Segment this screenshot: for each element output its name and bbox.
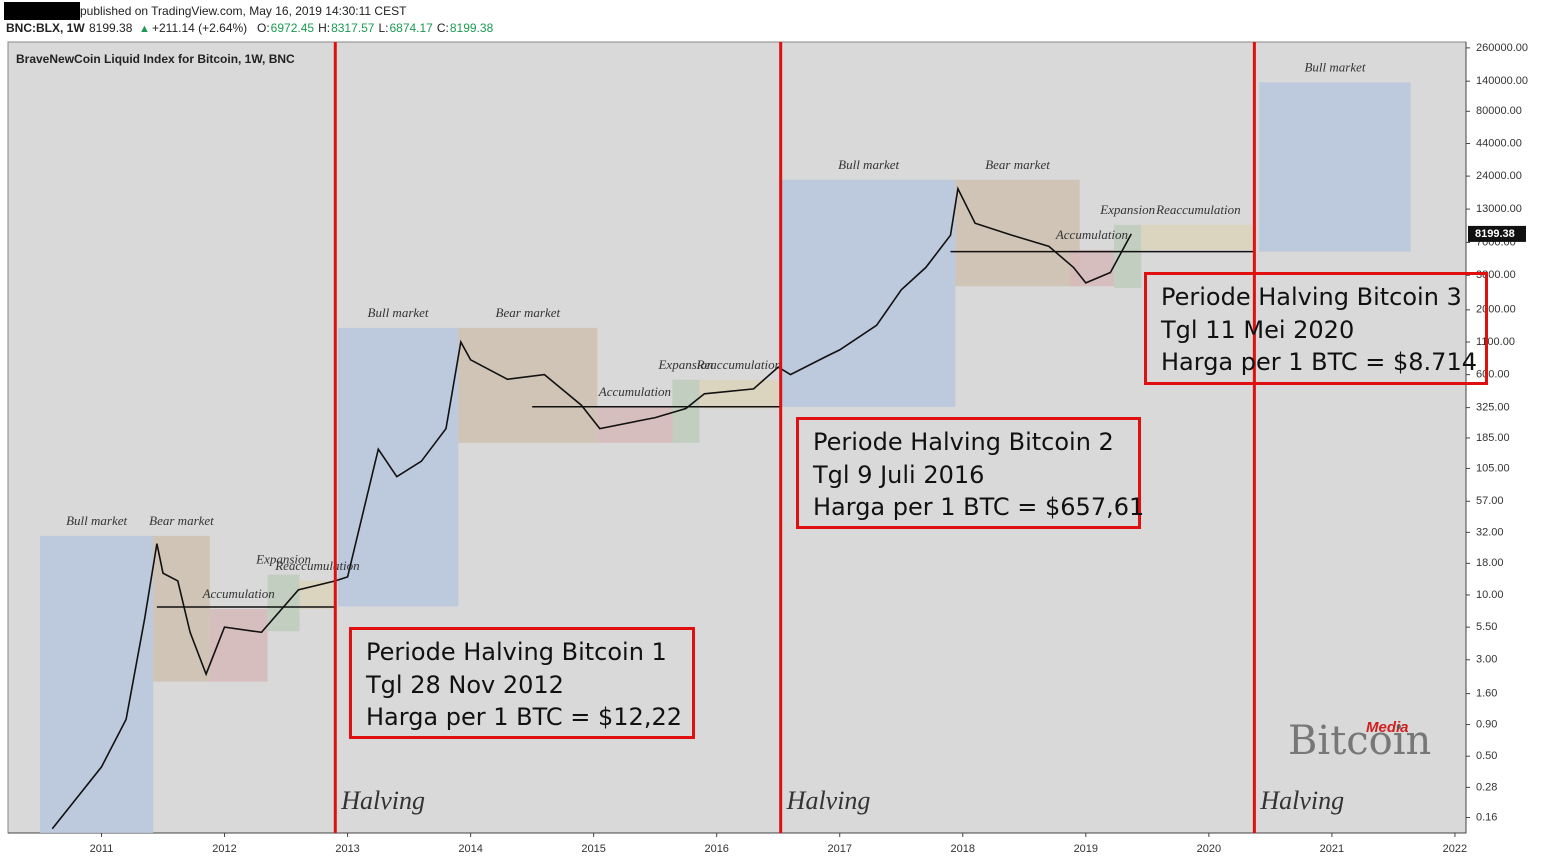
phase-zone bbox=[955, 179, 1080, 287]
phase-label: Accumulation bbox=[202, 586, 275, 601]
y-tick-label: 80000.00 bbox=[1476, 105, 1522, 117]
watermark-main: Bitcoin bbox=[1288, 718, 1431, 764]
y-tick-label: 0.90 bbox=[1476, 718, 1497, 730]
y-tick-label: 0.50 bbox=[1476, 750, 1497, 762]
y-tick-label: 260000.00 bbox=[1476, 42, 1528, 54]
y-tick-label: 18.00 bbox=[1476, 557, 1504, 569]
x-tick-label: 2018 bbox=[951, 843, 975, 855]
x-tick-label: 2011 bbox=[90, 843, 114, 855]
y-tick-label: 1.60 bbox=[1476, 688, 1497, 700]
x-tick-label: 2014 bbox=[458, 843, 482, 855]
y-tick-label: 5.50 bbox=[1476, 621, 1497, 633]
callout-price: Harga per 1 BTC = $657,61 bbox=[813, 493, 1145, 521]
callout-title: Periode Halving Bitcoin 2 bbox=[813, 428, 1114, 456]
callout-price: Harga per 1 BTC = $8.714 bbox=[1161, 348, 1477, 376]
x-tick-label: 2022 bbox=[1443, 843, 1467, 855]
y-tick-label: 3.00 bbox=[1476, 654, 1497, 666]
phase-label: Bull market bbox=[368, 305, 429, 320]
redaction bbox=[4, 2, 80, 20]
phase-zone bbox=[597, 406, 673, 443]
ohlc-label: L: bbox=[378, 21, 388, 35]
phase-zone bbox=[458, 327, 598, 443]
x-tick-label: 2017 bbox=[827, 843, 851, 855]
symbol: BNC:BLX, 1W bbox=[6, 21, 85, 35]
published-note: published on TradingView.com, May 16, 20… bbox=[80, 4, 407, 18]
phase-label: Accumulation bbox=[598, 384, 671, 399]
y-tick-label: 140000.00 bbox=[1476, 75, 1528, 87]
plot-layer bbox=[39, 82, 1411, 833]
callout: Periode Halving Bitcoin 1 Tgl 28 Nov 201… bbox=[349, 627, 695, 739]
phase-label: Accumulation bbox=[1055, 227, 1128, 242]
ohlc-value: 8199.38 bbox=[450, 21, 494, 35]
halving-label: Halving bbox=[340, 786, 425, 815]
ohlc-label: O: bbox=[257, 21, 270, 35]
x-tick-label: 2013 bbox=[335, 843, 359, 855]
phase-label: Bull market bbox=[66, 513, 127, 528]
phase-zone bbox=[781, 179, 956, 407]
phase-zone bbox=[1259, 82, 1411, 252]
phase-zone bbox=[209, 609, 268, 682]
callout-price: Harga per 1 BTC = $12,22 bbox=[366, 703, 682, 731]
price-line bbox=[51, 186, 1133, 830]
y-tick-label: 0.28 bbox=[1476, 781, 1497, 793]
phase-label: Bull market bbox=[838, 157, 899, 172]
phase-label: Bear market bbox=[496, 305, 561, 320]
phase-label: Bear market bbox=[985, 157, 1050, 172]
x-tick-label: 2019 bbox=[1074, 843, 1098, 855]
chart-title: BraveNewCoin Liquid Index for Bitcoin, 1… bbox=[16, 52, 295, 66]
y-tick-label: 10.00 bbox=[1476, 589, 1504, 601]
callout-date: Tgl 9 Juli 2016 bbox=[813, 460, 985, 489]
change: +211.14 (+2.64%) bbox=[152, 21, 247, 35]
y-tick-label: 325.00 bbox=[1476, 402, 1510, 414]
phase-label: Reaccumulation bbox=[696, 357, 781, 372]
ohlc-value: 6874.17 bbox=[389, 21, 433, 35]
y-tick-label: 44000.00 bbox=[1476, 137, 1522, 149]
y-tick-label: 13000.00 bbox=[1476, 203, 1522, 215]
callout-date: Tgl 11 Mei 2020 bbox=[1161, 315, 1355, 344]
callout-date: Tgl 28 Nov 2012 bbox=[366, 670, 564, 699]
phase-label: Bear market bbox=[149, 513, 214, 528]
ohlc-label: H: bbox=[318, 21, 330, 35]
y-tick-label: 185.00 bbox=[1476, 432, 1510, 444]
x-tick-label: 2012 bbox=[212, 843, 236, 855]
y-tick-label: 57.00 bbox=[1476, 495, 1504, 507]
y-tick-label: 600.00 bbox=[1476, 369, 1510, 381]
phase-label: Reaccumulation bbox=[274, 558, 359, 573]
x-tick-label: 2021 bbox=[1320, 843, 1344, 855]
last: 8199.38 bbox=[89, 21, 133, 35]
up-arrow: ▲ bbox=[139, 23, 150, 35]
phase-zone bbox=[1141, 224, 1256, 250]
halving-label: Halving bbox=[1259, 786, 1344, 815]
x-tick-label: 2015 bbox=[581, 843, 605, 855]
y-tick-label: 32.00 bbox=[1476, 526, 1504, 538]
phase-zone bbox=[39, 535, 154, 833]
phase-zone bbox=[699, 379, 779, 409]
plot-area bbox=[7, 41, 1467, 834]
y-tick-label: 0.16 bbox=[1476, 811, 1497, 823]
watermark-top: Media bbox=[1366, 719, 1409, 736]
phase-label: Bull market bbox=[1304, 59, 1365, 74]
phase-label: Reaccumulation bbox=[1155, 202, 1240, 217]
phase-label: Expansion bbox=[1099, 202, 1155, 217]
phase-zone bbox=[337, 327, 459, 607]
ohlc-value: 6972.45 bbox=[271, 21, 315, 35]
y-tick-label: 24000.00 bbox=[1476, 170, 1522, 182]
last-price-tag bbox=[1468, 225, 1526, 242]
x-tick-label: 2016 bbox=[704, 843, 728, 855]
last-price-label: 8199.38 bbox=[1475, 228, 1515, 240]
callout: Periode Halving Bitcoin 3 Tgl 11 Mei 202… bbox=[1144, 272, 1488, 385]
y-tick-label: 105.00 bbox=[1476, 462, 1510, 474]
ohlc-value: 8317.57 bbox=[331, 21, 375, 35]
x-tick-label: 2020 bbox=[1197, 843, 1221, 855]
phase-label: Expansion bbox=[657, 357, 713, 372]
phase-label: Expansion bbox=[255, 552, 311, 567]
callout-title: Periode Halving Bitcoin 3 bbox=[1161, 283, 1462, 311]
phase-zone bbox=[267, 574, 300, 632]
callout-title: Periode Halving Bitcoin 1 bbox=[366, 638, 667, 666]
callout: Periode Halving Bitcoin 2 Tgl 9 Juli 201… bbox=[796, 417, 1145, 529]
halving-label: Halving bbox=[786, 786, 871, 815]
ohlc-label: C: bbox=[437, 21, 449, 35]
